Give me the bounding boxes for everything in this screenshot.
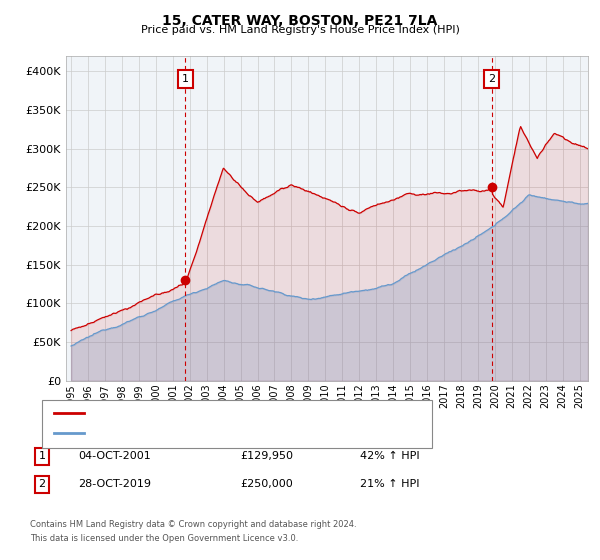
Text: 2: 2 (488, 74, 496, 84)
Text: Contains HM Land Registry data © Crown copyright and database right 2024.: Contains HM Land Registry data © Crown c… (30, 520, 356, 529)
Text: 04-OCT-2001: 04-OCT-2001 (78, 451, 151, 461)
Text: 1: 1 (182, 74, 189, 84)
Text: HPI: Average price, detached house, Boston: HPI: Average price, detached house, Bost… (90, 428, 319, 438)
Text: 15, CATER WAY, BOSTON, PE21 7LA: 15, CATER WAY, BOSTON, PE21 7LA (163, 14, 437, 28)
Text: £250,000: £250,000 (240, 479, 293, 489)
Text: 28-OCT-2019: 28-OCT-2019 (78, 479, 151, 489)
Text: 2: 2 (38, 479, 46, 489)
Text: 1: 1 (38, 451, 46, 461)
Text: 21% ↑ HPI: 21% ↑ HPI (360, 479, 419, 489)
Text: Price paid vs. HM Land Registry's House Price Index (HPI): Price paid vs. HM Land Registry's House … (140, 25, 460, 35)
Text: £129,950: £129,950 (240, 451, 293, 461)
Text: This data is licensed under the Open Government Licence v3.0.: This data is licensed under the Open Gov… (30, 534, 298, 543)
Text: 42% ↑ HPI: 42% ↑ HPI (360, 451, 419, 461)
Text: 15, CATER WAY, BOSTON, PE21 7LA (detached house): 15, CATER WAY, BOSTON, PE21 7LA (detache… (90, 408, 370, 418)
